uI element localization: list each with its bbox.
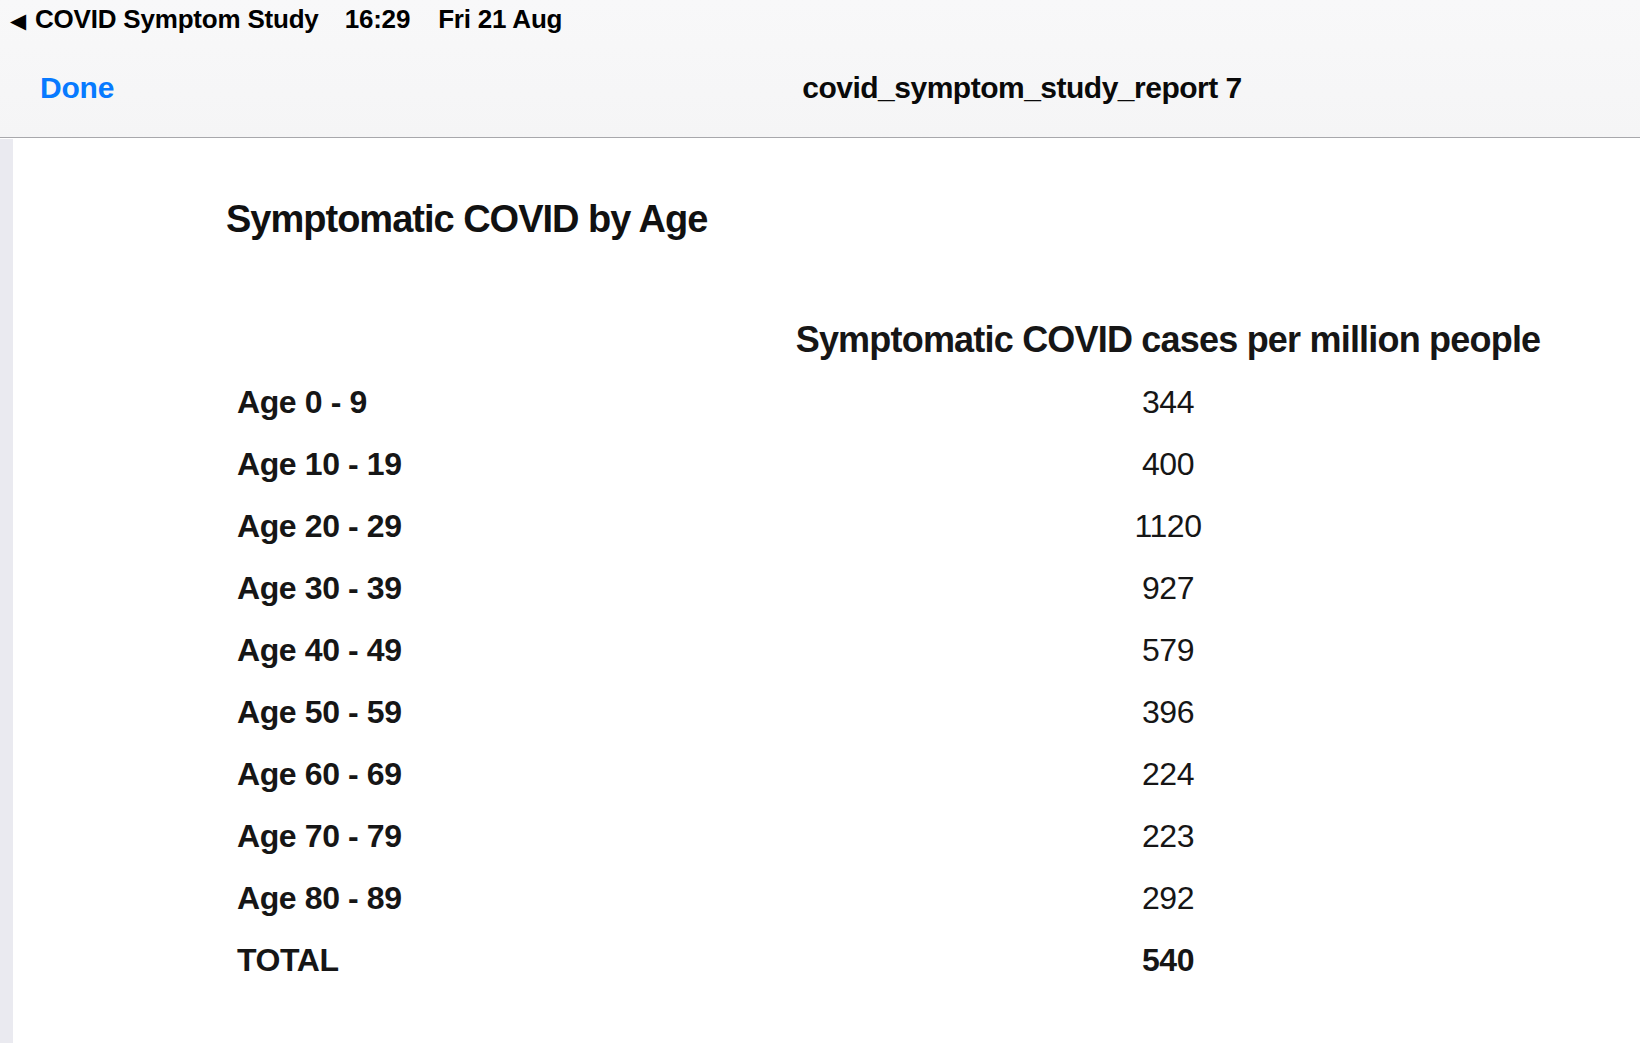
report-heading: Symptomatic COVID by Age xyxy=(226,199,1640,239)
row-value: 396 xyxy=(748,694,1588,731)
row-label: Age 30 - 39 xyxy=(237,570,748,607)
row-label: Age 60 - 69 xyxy=(237,756,748,793)
row-label: Age 0 - 9 xyxy=(237,384,748,421)
total-row-label: TOTAL xyxy=(237,942,748,979)
table-row: Age 60 - 69 224 xyxy=(237,743,1640,805)
status-date: Fri 21 Aug xyxy=(438,4,562,35)
row-label: Age 80 - 89 xyxy=(237,880,748,917)
status-time: 16:29 xyxy=(345,4,411,35)
row-value: 223 xyxy=(748,818,1588,855)
row-value: 224 xyxy=(748,756,1588,793)
table-row: Age 20 - 29 1120 xyxy=(237,495,1640,557)
row-label: Age 70 - 79 xyxy=(237,818,748,855)
total-row-value: 540 xyxy=(748,942,1588,979)
covid-by-age-table: Symptomatic COVID cases per million peop… xyxy=(237,309,1640,991)
back-to-app-icon: ◀ xyxy=(10,10,26,31)
done-button[interactable]: Done xyxy=(40,71,114,105)
status-back-app-name: COVID Symptom Study xyxy=(35,4,319,35)
row-value: 344 xyxy=(748,384,1588,421)
table-body: Age 0 - 9 344 Age 10 - 19 400 Age 20 - 2… xyxy=(237,371,1640,991)
page-left-gutter xyxy=(0,139,13,1043)
row-value: 579 xyxy=(748,632,1588,669)
table-row: Age 10 - 19 400 xyxy=(237,433,1640,495)
row-value: 927 xyxy=(748,570,1588,607)
table-row: Age 40 - 49 579 xyxy=(237,619,1640,681)
table-row: Age 50 - 59 396 xyxy=(237,681,1640,743)
document-file-title: covid_symptom_study_report 7 xyxy=(802,71,1241,105)
row-label: Age 50 - 59 xyxy=(237,694,748,731)
row-label: Age 20 - 29 xyxy=(237,508,748,545)
document-page: Symptomatic COVID by Age Symptomatic COV… xyxy=(13,139,1640,1043)
document-scroll-area[interactable]: Symptomatic COVID by Age Symptomatic COV… xyxy=(0,139,1640,1043)
table-row: Age 30 - 39 927 xyxy=(237,557,1640,619)
row-value: 292 xyxy=(748,880,1588,917)
ios-document-viewer-screen: ◀ COVID Symptom Study 16:29 Fri 21 Aug D… xyxy=(0,0,1640,1043)
table-row: Age 0 - 9 344 xyxy=(237,371,1640,433)
row-value: 1120 xyxy=(748,508,1588,545)
nav-bar: Done covid_symptom_study_report 7 xyxy=(0,38,1640,138)
cases-column-header: Symptomatic COVID cases per million peop… xyxy=(748,319,1588,361)
table-total-row: TOTAL 540 xyxy=(237,929,1640,991)
table-header-row: Symptomatic COVID cases per million peop… xyxy=(237,309,1640,371)
row-value: 400 xyxy=(748,446,1588,483)
top-chrome: ◀ COVID Symptom Study 16:29 Fri 21 Aug D… xyxy=(0,0,1640,138)
table-row: Age 70 - 79 223 xyxy=(237,805,1640,867)
row-label: Age 40 - 49 xyxy=(237,632,748,669)
row-label: Age 10 - 19 xyxy=(237,446,748,483)
status-bar[interactable]: ◀ COVID Symptom Study 16:29 Fri 21 Aug xyxy=(0,0,1640,38)
table-row: Age 80 - 89 292 xyxy=(237,867,1640,929)
